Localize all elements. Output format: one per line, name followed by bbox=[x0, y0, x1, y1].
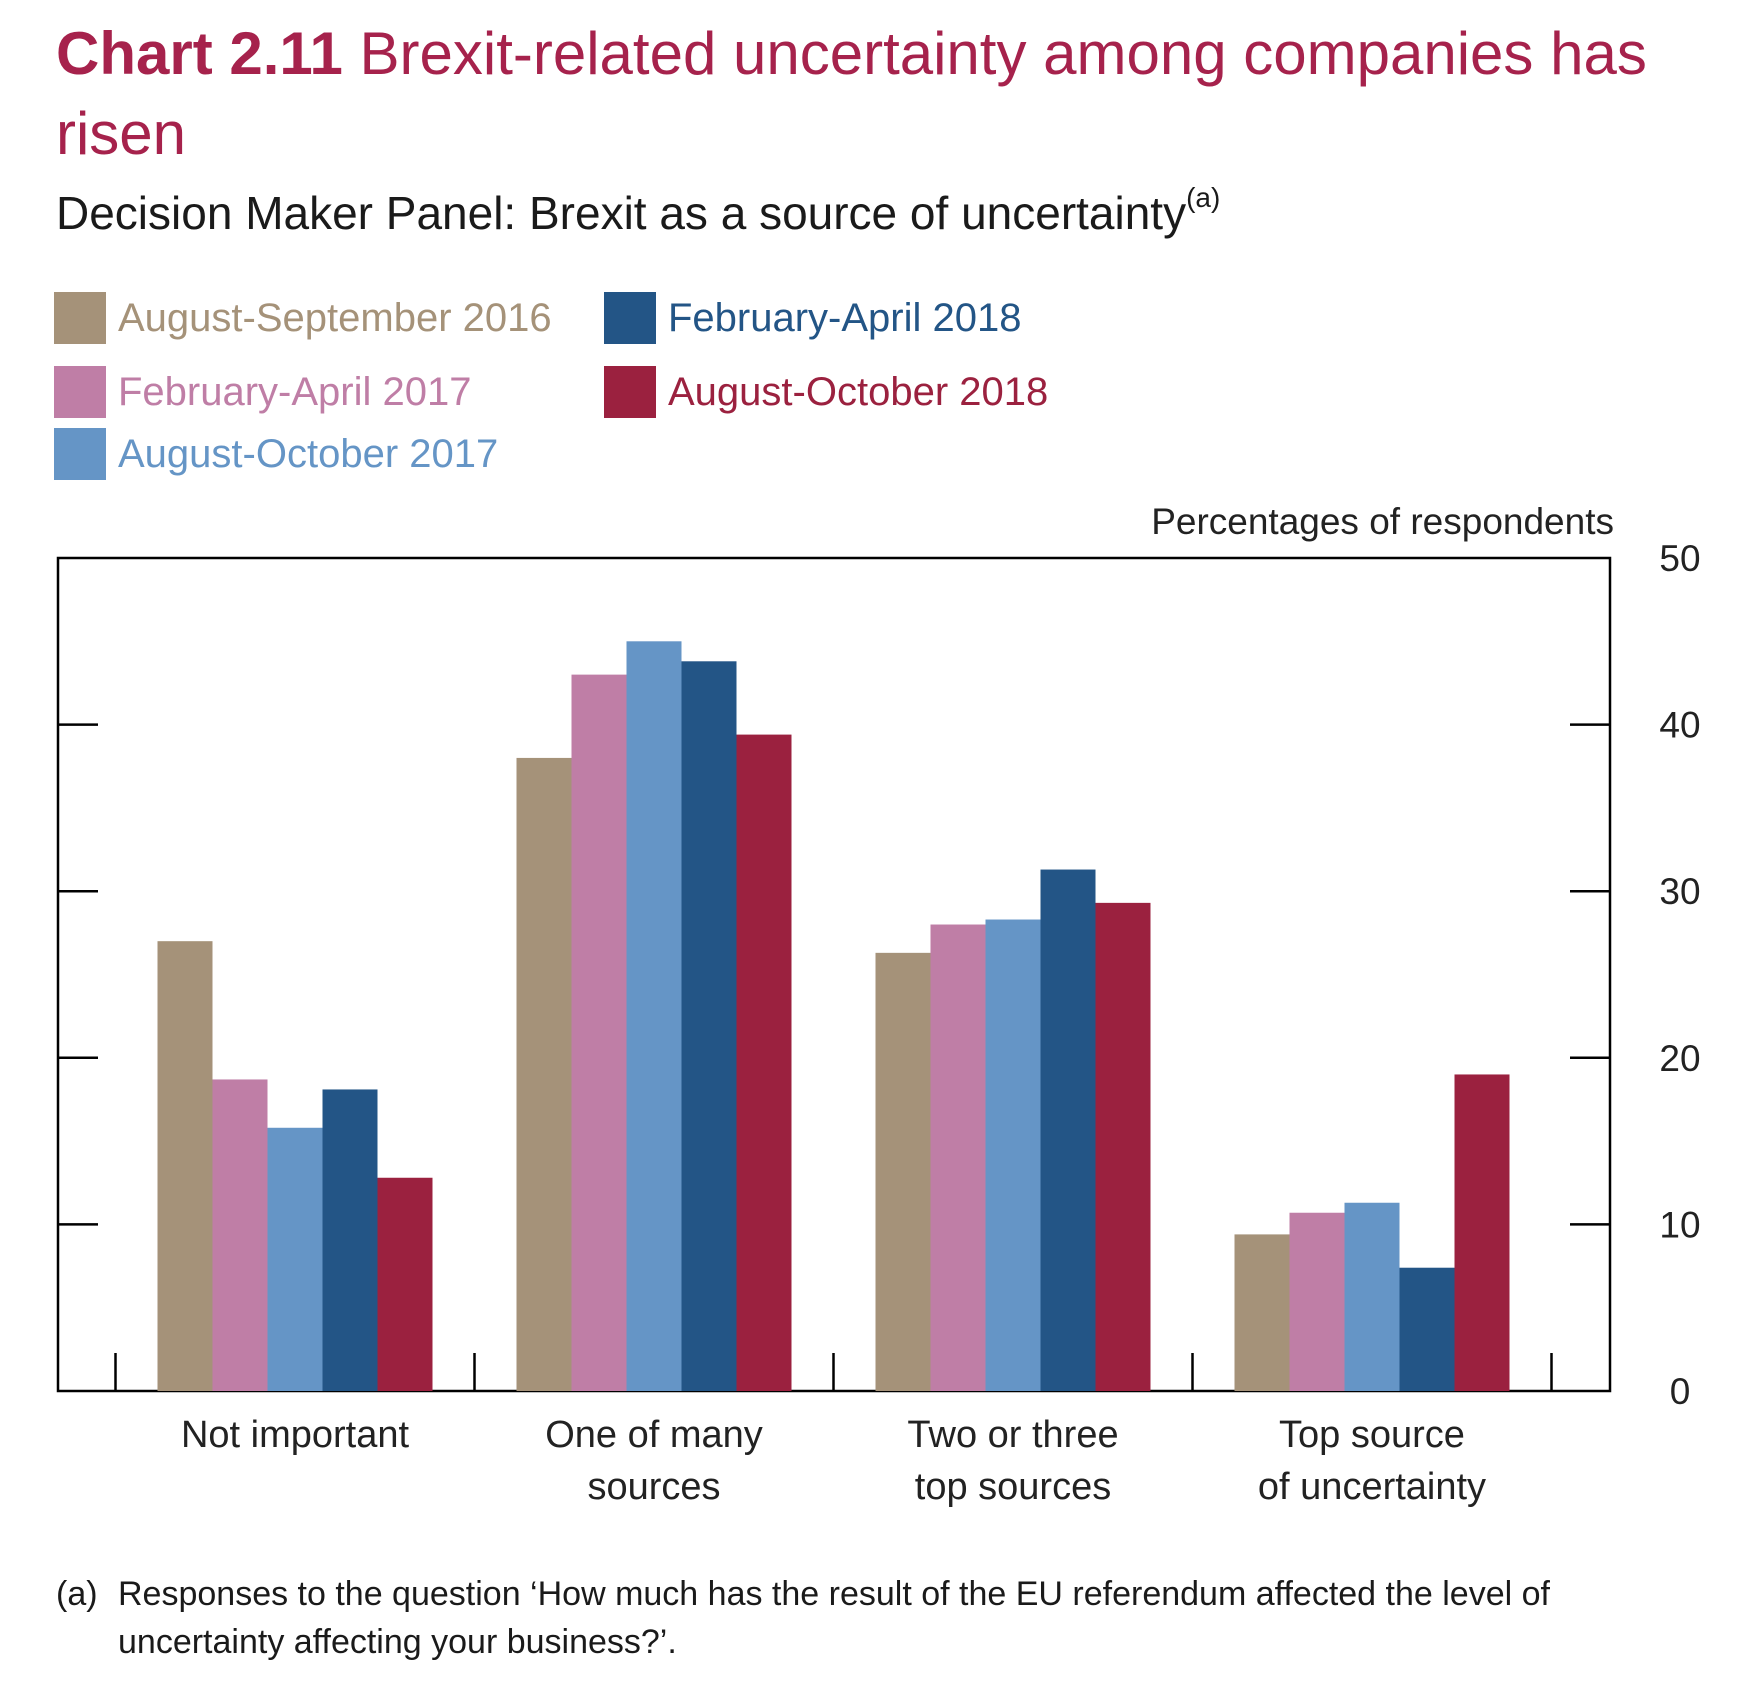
bar bbox=[985, 919, 1041, 1391]
legend-label: February-April 2018 bbox=[668, 295, 1022, 340]
legend-item: February-April 2018 bbox=[604, 292, 1022, 344]
bar bbox=[1344, 1202, 1400, 1391]
y-tick-label: 0 bbox=[1670, 1371, 1691, 1412]
bar bbox=[212, 1079, 268, 1391]
x-category-label: Two or three top sources bbox=[907, 1414, 1118, 1508]
bar bbox=[736, 734, 792, 1391]
x-category-label-line: top sources bbox=[915, 1466, 1111, 1508]
bar bbox=[626, 641, 682, 1391]
bar bbox=[377, 1177, 433, 1391]
bar bbox=[267, 1127, 323, 1391]
legend-swatch bbox=[54, 428, 106, 480]
bar bbox=[516, 757, 572, 1391]
x-category-label-line: sources bbox=[587, 1466, 720, 1508]
footnote-reference: (a) bbox=[1186, 182, 1221, 213]
y-axis-unit-label: Percentages of respondents bbox=[1151, 501, 1614, 542]
y-tick-label: 40 bbox=[1659, 705, 1700, 746]
bar bbox=[157, 941, 213, 1391]
bar bbox=[1234, 1234, 1290, 1391]
chart-title: Chart 2.11 Brexit-related uncertainty am… bbox=[56, 14, 1716, 174]
legend-item: February-April 2017 bbox=[54, 366, 472, 418]
legend-label: February-April 2017 bbox=[118, 369, 472, 414]
legend-item: August-October 2018 bbox=[604, 366, 1048, 418]
legend-label: August-September 2016 bbox=[118, 295, 552, 340]
footnote-text: Responses to the question ‘How much has … bbox=[118, 1575, 1550, 1661]
legend-swatch bbox=[54, 366, 106, 418]
bar bbox=[1454, 1074, 1510, 1391]
x-category-label-line: of uncertainty bbox=[1258, 1466, 1486, 1508]
chart-number: Chart 2.11 bbox=[56, 20, 343, 87]
chart-subtitle: Decision Maker Panel: Brexit as a source… bbox=[56, 182, 1220, 240]
legend-item: August-October 2017 bbox=[54, 428, 498, 480]
x-category-label: One of many sources bbox=[545, 1414, 763, 1508]
legend-swatch bbox=[604, 292, 656, 344]
bar bbox=[930, 924, 986, 1391]
chart-subtitle-text: Decision Maker Panel: Brexit as a source… bbox=[56, 187, 1187, 239]
x-category-label: Top source of uncertainty bbox=[1258, 1414, 1486, 1508]
x-category-label-line: Two or three bbox=[907, 1414, 1118, 1456]
x-category-label-line: Top source bbox=[1279, 1414, 1465, 1456]
bar bbox=[681, 661, 737, 1391]
x-category-label: Not important bbox=[181, 1414, 410, 1456]
legend-swatch bbox=[54, 292, 106, 344]
y-tick-label: 50 bbox=[1659, 538, 1700, 579]
legend-label: August-October 2017 bbox=[118, 431, 499, 476]
legend: August-September 2016 February-April 2017… bbox=[54, 292, 1154, 492]
bar bbox=[571, 674, 627, 1391]
legend-label: August-October 2018 bbox=[668, 369, 1049, 414]
bar bbox=[1399, 1267, 1455, 1391]
bar bbox=[1040, 869, 1096, 1391]
bar bbox=[322, 1089, 378, 1391]
footnote: (a) Responses to the question ‘How much … bbox=[56, 1570, 1696, 1666]
bar bbox=[1289, 1212, 1345, 1391]
bar bbox=[875, 952, 931, 1391]
y-tick-label: 10 bbox=[1659, 1204, 1700, 1245]
legend-swatch bbox=[604, 366, 656, 418]
bar bbox=[1095, 902, 1151, 1391]
footnote-marker: (a) bbox=[56, 1575, 98, 1613]
x-category-label-line: One of many bbox=[545, 1414, 763, 1456]
y-tick-label: 30 bbox=[1659, 871, 1700, 912]
legend-item: August-September 2016 bbox=[54, 292, 552, 344]
x-category-label-line: Not important bbox=[181, 1414, 410, 1456]
chart-title-text: Brexit-related uncertainty among compani… bbox=[56, 20, 1647, 167]
y-tick-label: 20 bbox=[1659, 1038, 1700, 1079]
bar-chart: Percentages of respondents 0 10 20 30 40 50 Not… bbox=[56, 501, 1701, 1508]
